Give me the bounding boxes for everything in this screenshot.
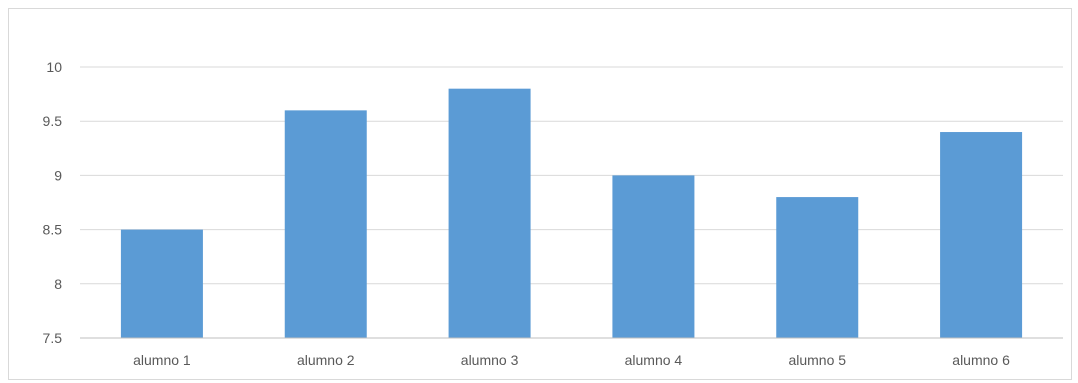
y-axis-tick-labels: 7.5 8 8.5 9 9.5 10 [43,59,63,346]
x-tick-label: alumno 3 [461,352,519,368]
y-tick-label: 10 [46,59,62,75]
x-tick-label: alumno 2 [297,352,355,368]
y-tick-label: 9.5 [43,113,63,129]
y-tick-label: 9 [54,167,62,183]
bar-alumno-6 [940,132,1023,338]
y-tick-label: 7.5 [43,330,63,346]
x-axis-tick-labels: alumno 1 alumno 2 alumno 3 alumno 4 alumno 5… [133,352,1010,368]
x-tick-label: alumno 6 [952,352,1010,368]
bar-alumno-1 [120,229,203,338]
x-tick-label: alumno 4 [625,352,683,368]
bar-alumno-3 [448,88,531,339]
y-tick-label: 8 [54,276,62,292]
bar-alumno-5 [776,197,859,338]
gridlines [80,66,1063,285]
bar-alumno-4 [612,175,695,338]
bars [120,88,1023,339]
bar-alumno-2 [284,110,367,338]
x-tick-label: alumno 5 [788,352,846,368]
x-tick-label: alumno 1 [133,352,191,368]
y-tick-label: 8.5 [43,222,63,238]
